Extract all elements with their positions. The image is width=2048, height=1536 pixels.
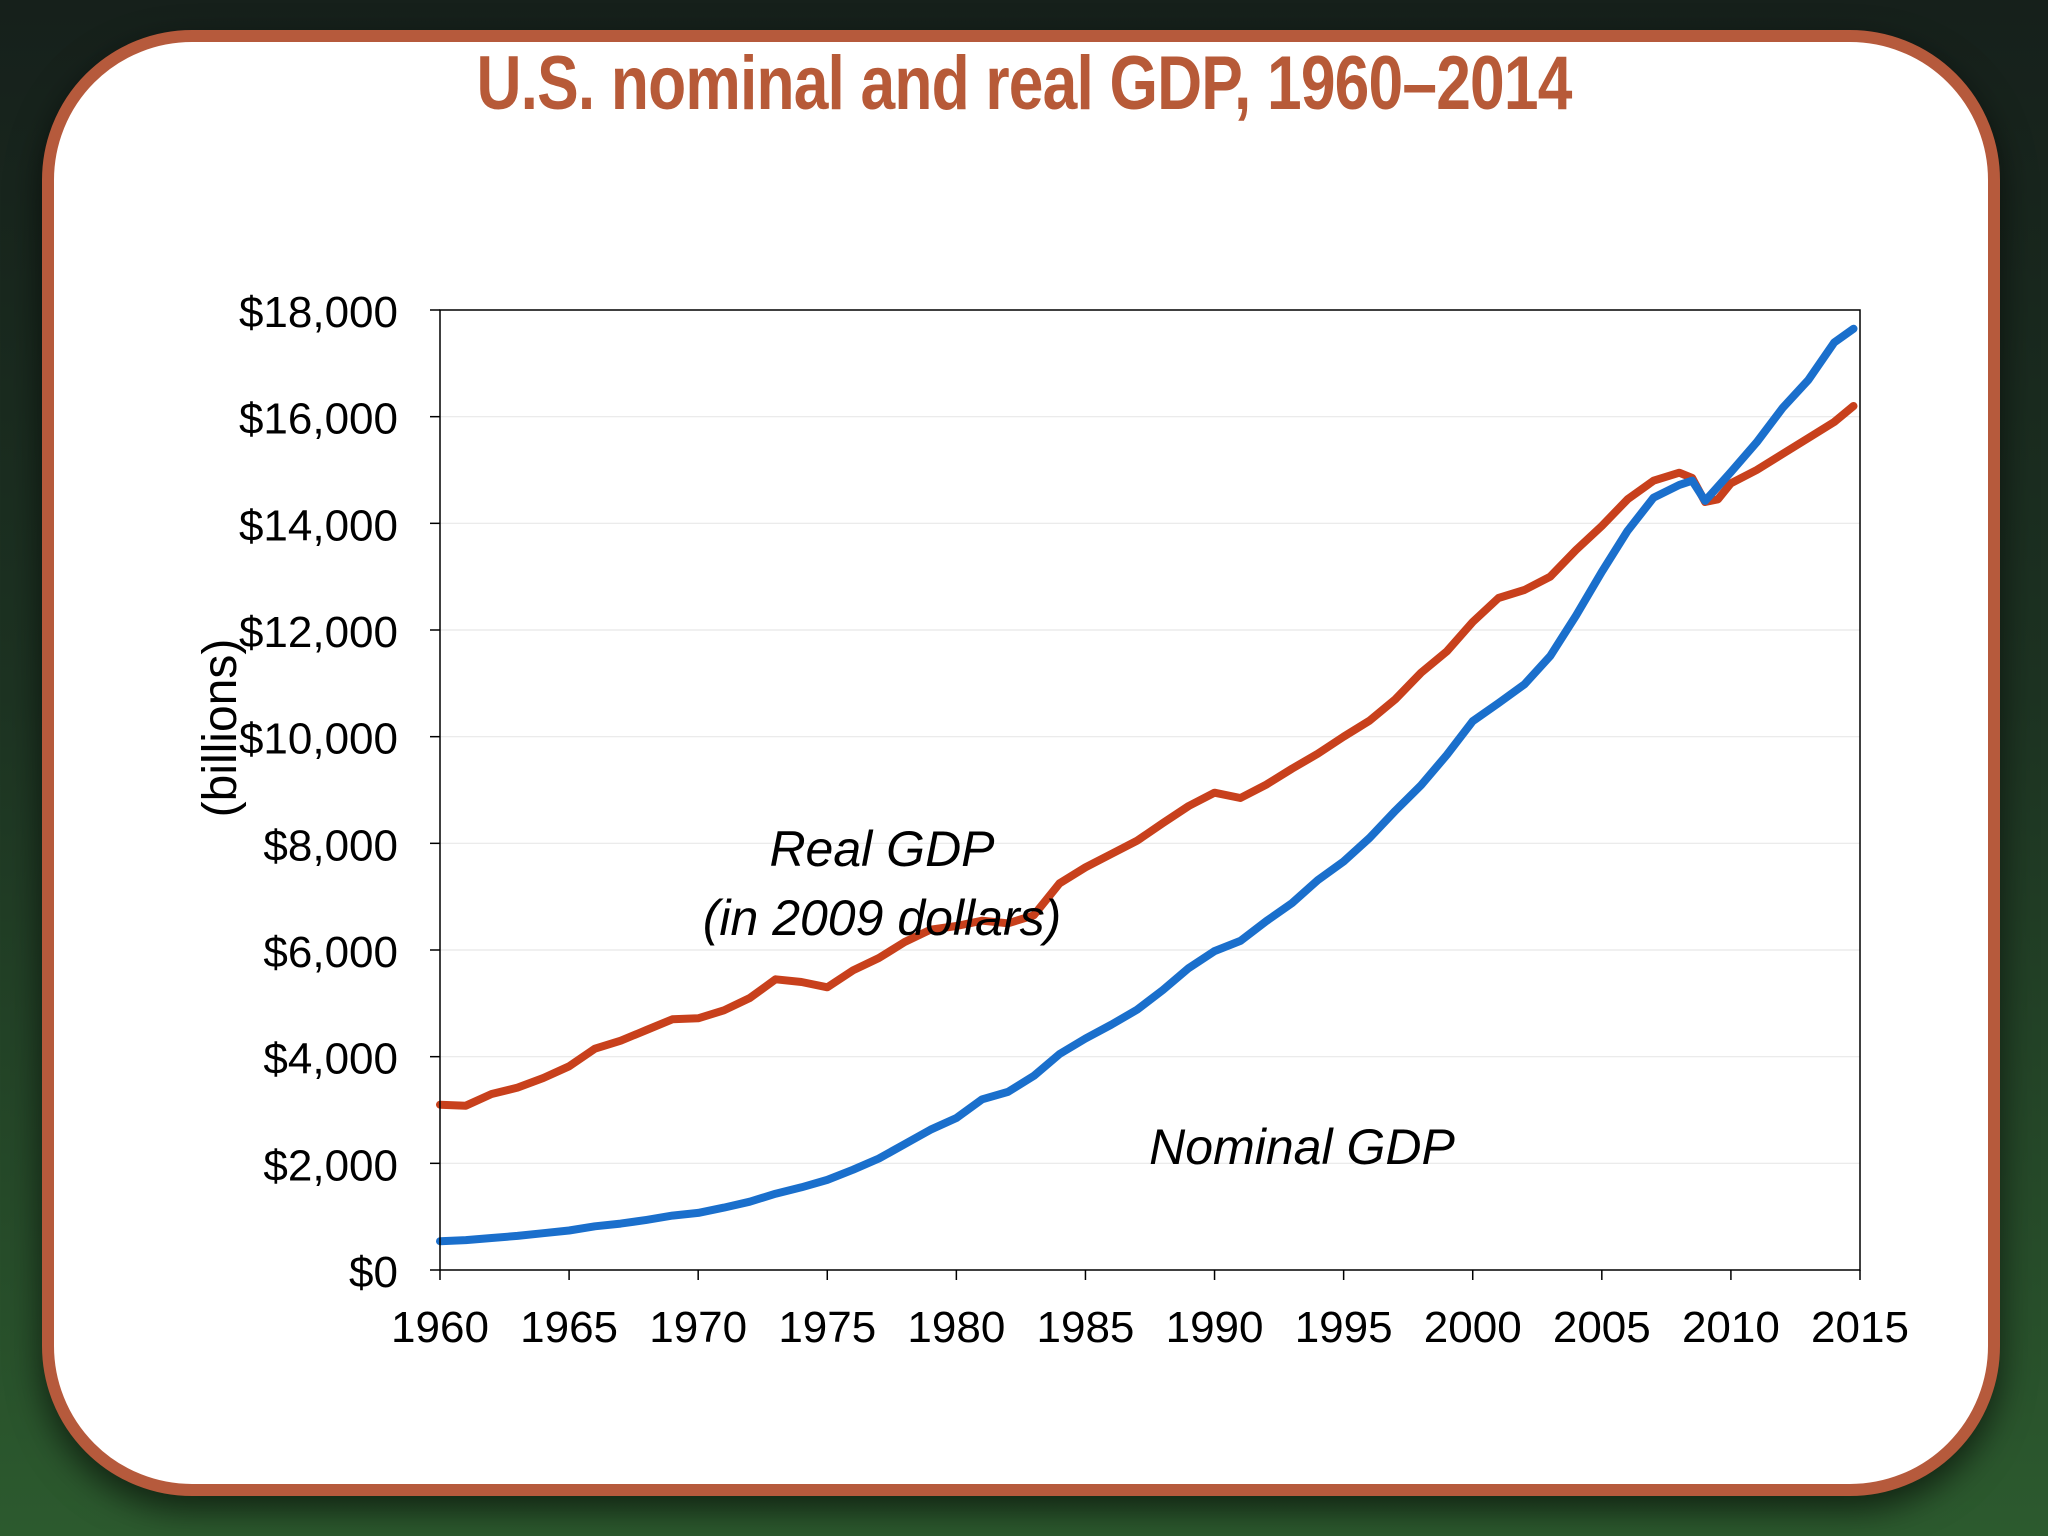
y-tick-label: $10,000 bbox=[239, 715, 398, 764]
x-tick-label: 1985 bbox=[1037, 1303, 1135, 1352]
y-tick-label: $12,000 bbox=[239, 608, 398, 657]
y-tick-label: $2,000 bbox=[263, 1141, 398, 1190]
y-tick-label: $4,000 bbox=[263, 1035, 398, 1084]
x-tick-label: 1975 bbox=[778, 1303, 876, 1352]
x-tick-label: 1970 bbox=[649, 1303, 747, 1352]
x-tick-label: 1980 bbox=[907, 1303, 1005, 1352]
plot-frame bbox=[439, 309, 1861, 1271]
y-tick-label: $8,000 bbox=[263, 821, 398, 870]
real-gdp-annotation-line1: Real GDP bbox=[769, 821, 995, 877]
slide-title: U.S. nominal and real GDP, 1960–2014 bbox=[476, 41, 1572, 126]
x-tick-label: 1960 bbox=[391, 1303, 489, 1352]
x-tick-label: 2005 bbox=[1553, 1303, 1651, 1352]
series-lines bbox=[436, 324, 1858, 1246]
x-tick-label: 1965 bbox=[520, 1303, 618, 1352]
y-tick-label: $14,000 bbox=[239, 501, 398, 550]
slide-frame bbox=[42, 30, 2000, 1496]
y-tick-label: $6,000 bbox=[263, 928, 398, 977]
real-gdp-annotation-line2: (in 2009 dollars) bbox=[703, 890, 1062, 946]
x-tick-label: 2000 bbox=[1424, 1303, 1522, 1352]
real-gdp-line bbox=[436, 402, 1858, 1110]
nominal-gdp-line bbox=[436, 324, 1858, 1246]
gridlines bbox=[440, 416, 1860, 1164]
nominal-gdp-annotation: Nominal GDP bbox=[1149, 1119, 1455, 1175]
x-tick-label: 1995 bbox=[1295, 1303, 1393, 1352]
x-axis-ticks: 1960 1965 1970 1975 1980 1985 1990 1995 2000 2005… bbox=[391, 1270, 1909, 1352]
y-tick-label: $16,000 bbox=[239, 395, 398, 444]
y-axis-label: (billions) bbox=[194, 639, 247, 818]
y-tick-label: $18,000 bbox=[239, 288, 398, 337]
y-tick-label: $0 bbox=[349, 1248, 398, 1297]
y-axis-ticks: $0 $2,000 $4,000 $6,000 $8,000 $10,000 $12,000… bbox=[239, 288, 440, 1297]
x-tick-label: 1990 bbox=[1166, 1303, 1264, 1352]
x-tick-label: 2015 bbox=[1811, 1303, 1909, 1352]
x-tick-label: 2010 bbox=[1682, 1303, 1780, 1352]
